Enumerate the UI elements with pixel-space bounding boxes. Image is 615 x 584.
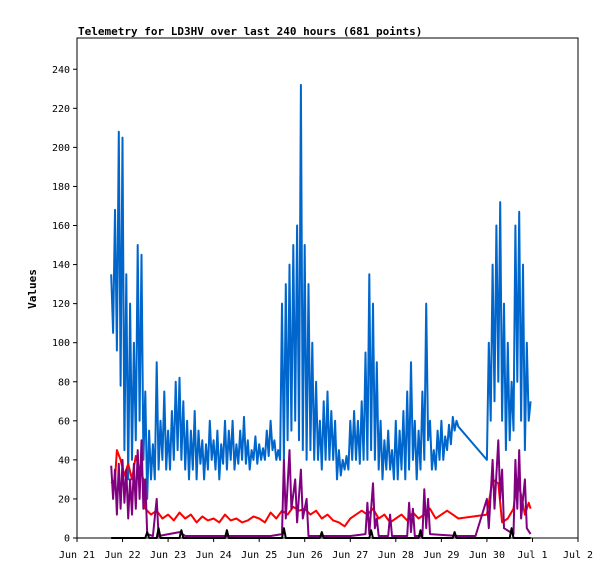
y-tick-label: 40 xyxy=(58,455,70,466)
x-tick-label: Jul 2 xyxy=(563,550,593,561)
series-line-3 xyxy=(110,439,532,537)
x-tick-label: Jun 26 xyxy=(287,550,323,561)
series-line-1 xyxy=(110,83,532,500)
series-group xyxy=(110,83,532,539)
x-tick-label: Jun 29 xyxy=(423,550,459,561)
x-tick-label: Jun 23 xyxy=(150,550,186,561)
y-tick-label: 20 xyxy=(58,494,70,505)
y-tick-label: 160 xyxy=(52,221,70,232)
y-tick-label: 120 xyxy=(52,299,70,310)
y-axis-ticks: 0 20 40 60 80 100 120 140 160 180 200 220 240 xyxy=(52,65,77,545)
y-axis-label: Values xyxy=(26,269,39,309)
x-tick-label: Jun 21 xyxy=(59,550,95,561)
y-tick-label: 200 xyxy=(52,143,70,154)
y-tick-label: 80 xyxy=(58,377,70,388)
x-tick-label: Jun 27 xyxy=(332,550,368,561)
x-tick-label: Jun 24 xyxy=(196,550,232,561)
y-tick-label: 0 xyxy=(64,534,70,545)
y-tick-label: 140 xyxy=(52,260,70,271)
x-tick-label: Jun 30 xyxy=(469,550,505,561)
x-tick-label: Jul 1 xyxy=(517,550,547,561)
y-tick-label: 180 xyxy=(52,182,70,193)
series-line-4 xyxy=(111,527,531,539)
x-tick-label: Jun 25 xyxy=(241,550,277,561)
x-tick-label: Jun 28 xyxy=(378,550,414,561)
x-axis-ticks: Jun 21 Jun 22 Jun 23 Jun 24 Jun 25 Jun 26 Jun … xyxy=(59,538,593,561)
x-tick-label: Jun 22 xyxy=(104,550,140,561)
chart-title: Telemetry for LD3HV over last 240 hours … xyxy=(78,25,422,38)
y-tick-label: 240 xyxy=(52,65,70,76)
y-tick-label: 100 xyxy=(52,338,70,349)
y-tick-label: 60 xyxy=(58,416,70,427)
y-tick-label: 220 xyxy=(52,104,70,115)
